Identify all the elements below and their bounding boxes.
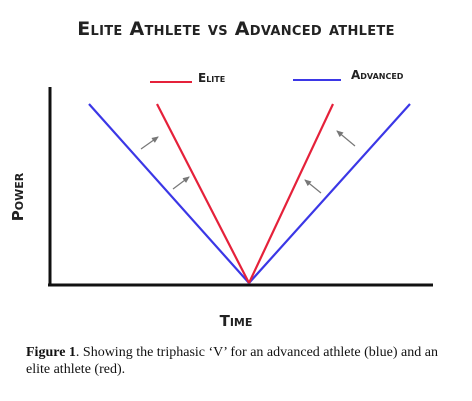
x-axis-label: Time <box>219 312 253 330</box>
elite-line-left <box>156 103 250 284</box>
legend-label-advanced: Advanced <box>351 68 404 82</box>
advanced-line-right <box>248 103 411 284</box>
advanced-line-left <box>88 103 250 284</box>
caption-lead: Figure 1 <box>26 345 76 360</box>
legend-label-elite: Elite <box>198 71 226 85</box>
legend-swatch-advanced <box>293 79 341 81</box>
caption-text: . Showing the triphasic ‘V’ for an advan… <box>26 345 438 377</box>
y-axis-label: Power <box>9 172 27 222</box>
arrow-lower-right <box>304 179 322 194</box>
figure-caption: Figure 1. Showing the triphasic ‘V’ for … <box>26 344 456 378</box>
arrow-upper-left <box>140 136 159 150</box>
diagram-title: Elite Athlete vs Advanced athlete <box>77 18 395 40</box>
arrow-upper-right <box>336 130 356 147</box>
elite-line-right <box>248 103 334 284</box>
arrow-lower-left <box>172 176 190 190</box>
legend-swatch-elite <box>150 81 192 83</box>
